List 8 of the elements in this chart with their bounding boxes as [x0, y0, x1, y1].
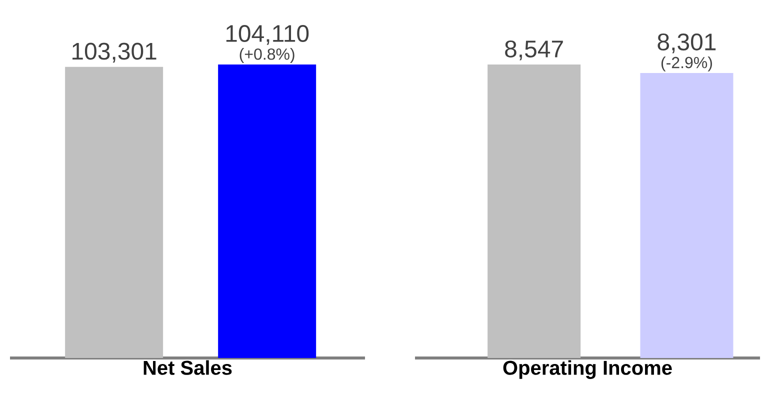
data-label: 103,301 [72, 42, 156, 63]
data-label: 104,110 [226, 25, 309, 45]
text: (+0.8%) [240, 48, 294, 63]
annotation: (-2.9%) [661, 56, 712, 72]
data-label: 8,301 [658, 33, 716, 54]
x-axis-title: Net Sales [144, 360, 232, 375]
data-label: 8,547 [505, 40, 563, 60]
x-axis-title: Operating Income [503, 360, 672, 379]
